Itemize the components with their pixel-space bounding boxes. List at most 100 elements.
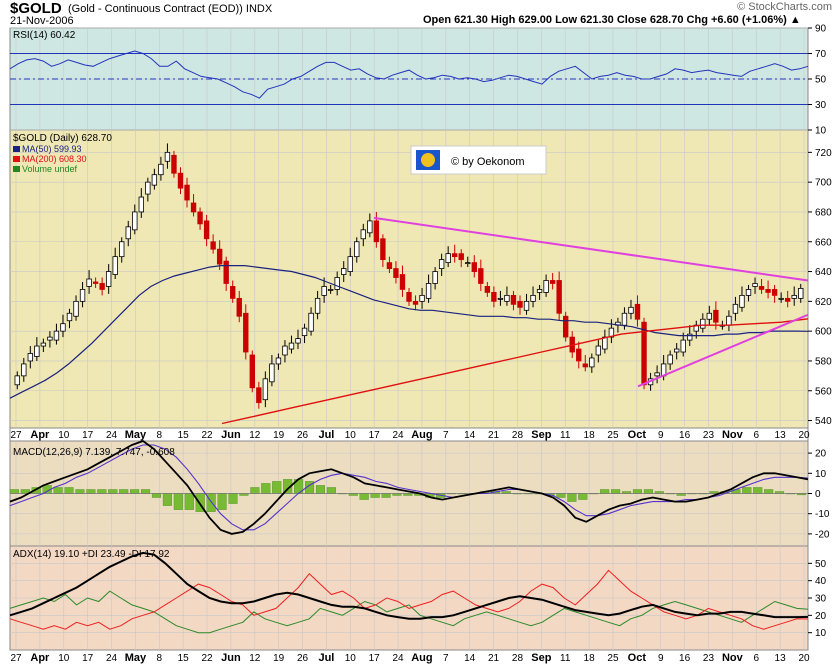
candle-body-91 <box>608 327 615 338</box>
candle-body-72 <box>484 286 491 293</box>
macd-hist-bar-4 <box>53 487 63 494</box>
macd-axis-tick-label-3: 10 <box>815 469 827 480</box>
candle-body-49 <box>334 277 340 290</box>
macd-axis-tick-label-4: 20 <box>815 449 827 460</box>
candle-body-98 <box>654 372 660 377</box>
candle-body-42 <box>288 342 295 350</box>
date-label-23: 11 <box>560 430 571 441</box>
date-label-1: Apr <box>30 429 50 441</box>
candle-body-60 <box>406 292 412 302</box>
date-label-9: Jun <box>221 429 241 441</box>
legend-label-2: Volume undef <box>22 164 78 174</box>
candle-body-93 <box>621 312 628 326</box>
candle-body-10 <box>79 289 86 302</box>
trendline-0 <box>373 216 809 282</box>
candle-body-110 <box>732 303 739 314</box>
candle-body-14 <box>105 271 112 287</box>
bottom-date-label-14: 10 <box>345 653 357 664</box>
candle-body-117 <box>778 297 784 300</box>
adx-axis-tick-label-2: 30 <box>815 594 827 605</box>
candle-body-90 <box>602 336 608 350</box>
price-axis-tick-label-7: 680 <box>815 207 832 218</box>
candle-body-105 <box>700 318 706 329</box>
macd-hist-bar-18 <box>206 493 216 512</box>
candles-group <box>14 143 804 409</box>
candle-body-44 <box>301 327 308 337</box>
candle-body-1 <box>21 363 27 377</box>
candle-body-5 <box>47 336 53 341</box>
candle-body-54 <box>367 220 373 234</box>
bottom-date-label-27: 9 <box>658 653 664 664</box>
legend-swatch-1 <box>13 156 20 162</box>
date-label-26: Oct <box>628 429 647 441</box>
date-label-30: Nov <box>722 429 744 441</box>
candle-body-119 <box>791 294 797 299</box>
date-label-24: 18 <box>584 430 596 441</box>
candle-body-50 <box>341 268 347 275</box>
candle-body-64 <box>432 271 438 284</box>
bottom-date-label-1: Apr <box>30 652 50 664</box>
bottom-date-label-2: 10 <box>58 653 70 664</box>
date-label-13: Jul <box>318 429 334 441</box>
price-axis-tick-label-0: 540 <box>815 416 832 427</box>
bottom-date-label-33: 20 <box>798 653 810 664</box>
macd-hist-bar-55 <box>611 489 621 494</box>
candle-body-89 <box>595 345 602 356</box>
candle-body-118 <box>784 297 791 302</box>
candle-body-100 <box>667 354 673 365</box>
date-label-18: 7 <box>443 430 449 441</box>
candle-body-80 <box>536 289 543 293</box>
candle-body-71 <box>478 268 484 284</box>
watermark-text: © by Oekonom <box>451 156 525 168</box>
price-title: $GOLD (Daily) 628.70 <box>13 133 112 144</box>
adx-axis-tick-label-1: 20 <box>815 611 827 622</box>
candle-body-106 <box>706 312 713 320</box>
candle-body-68 <box>458 253 464 261</box>
trendline-1 <box>637 313 809 388</box>
candle-body-7 <box>60 323 66 332</box>
macd-hist-bar-15 <box>173 493 183 510</box>
candle-body-83 <box>556 280 562 314</box>
macd-hist-bar-33 <box>370 493 380 498</box>
rsi-axis-tick-label-0: 10 <box>815 126 827 137</box>
bottom-date-label-3: 17 <box>82 653 94 664</box>
candle-body-102 <box>680 339 686 353</box>
candle-body-82 <box>549 280 556 284</box>
candle-body-0 <box>14 375 20 386</box>
macd-hist-bar-52 <box>578 493 588 500</box>
candle-body-115 <box>765 289 771 293</box>
date-label-29: 23 <box>703 430 715 441</box>
bottom-date-label-9: Jun <box>221 652 241 664</box>
candle-body-13 <box>99 283 105 290</box>
macd-hist-bar-16 <box>184 493 194 510</box>
bottom-date-label-5: May <box>125 652 147 664</box>
candle-body-17 <box>125 226 131 240</box>
legend-swatch-2 <box>13 166 20 172</box>
candle-body-39 <box>269 363 275 383</box>
candle-body-73 <box>491 292 497 302</box>
ma200-line <box>221 318 809 425</box>
macd-axis-tick-label-2: 0 <box>815 489 821 500</box>
candle-body-59 <box>399 274 406 290</box>
macd-hist-bar-58 <box>643 489 653 494</box>
candle-body-2 <box>27 353 34 362</box>
macd-hist-bar-57 <box>632 489 642 494</box>
candle-body-67 <box>452 253 458 258</box>
candle-body-24 <box>171 154 177 174</box>
bottom-date-label-19: 14 <box>464 653 476 664</box>
macd-hist-bar-34 <box>381 493 391 498</box>
candle-body-75 <box>504 294 510 302</box>
candle-body-63 <box>425 283 432 299</box>
bottom-date-label-13: Jul <box>318 652 334 664</box>
bottom-date-label-31: 6 <box>753 653 759 664</box>
bottom-date-label-10: 12 <box>249 653 261 664</box>
bottom-date-label-4: 24 <box>106 653 118 664</box>
bottom-date-label-21: 28 <box>512 653 524 664</box>
macd-axis-tick-label-0: -20 <box>815 529 830 540</box>
candle-body-114 <box>758 286 765 290</box>
candle-body-18 <box>132 211 138 231</box>
date-label-16: 24 <box>392 430 404 441</box>
rsi-axis-tick-label-3: 70 <box>815 49 827 60</box>
candle-body-51 <box>347 256 353 272</box>
